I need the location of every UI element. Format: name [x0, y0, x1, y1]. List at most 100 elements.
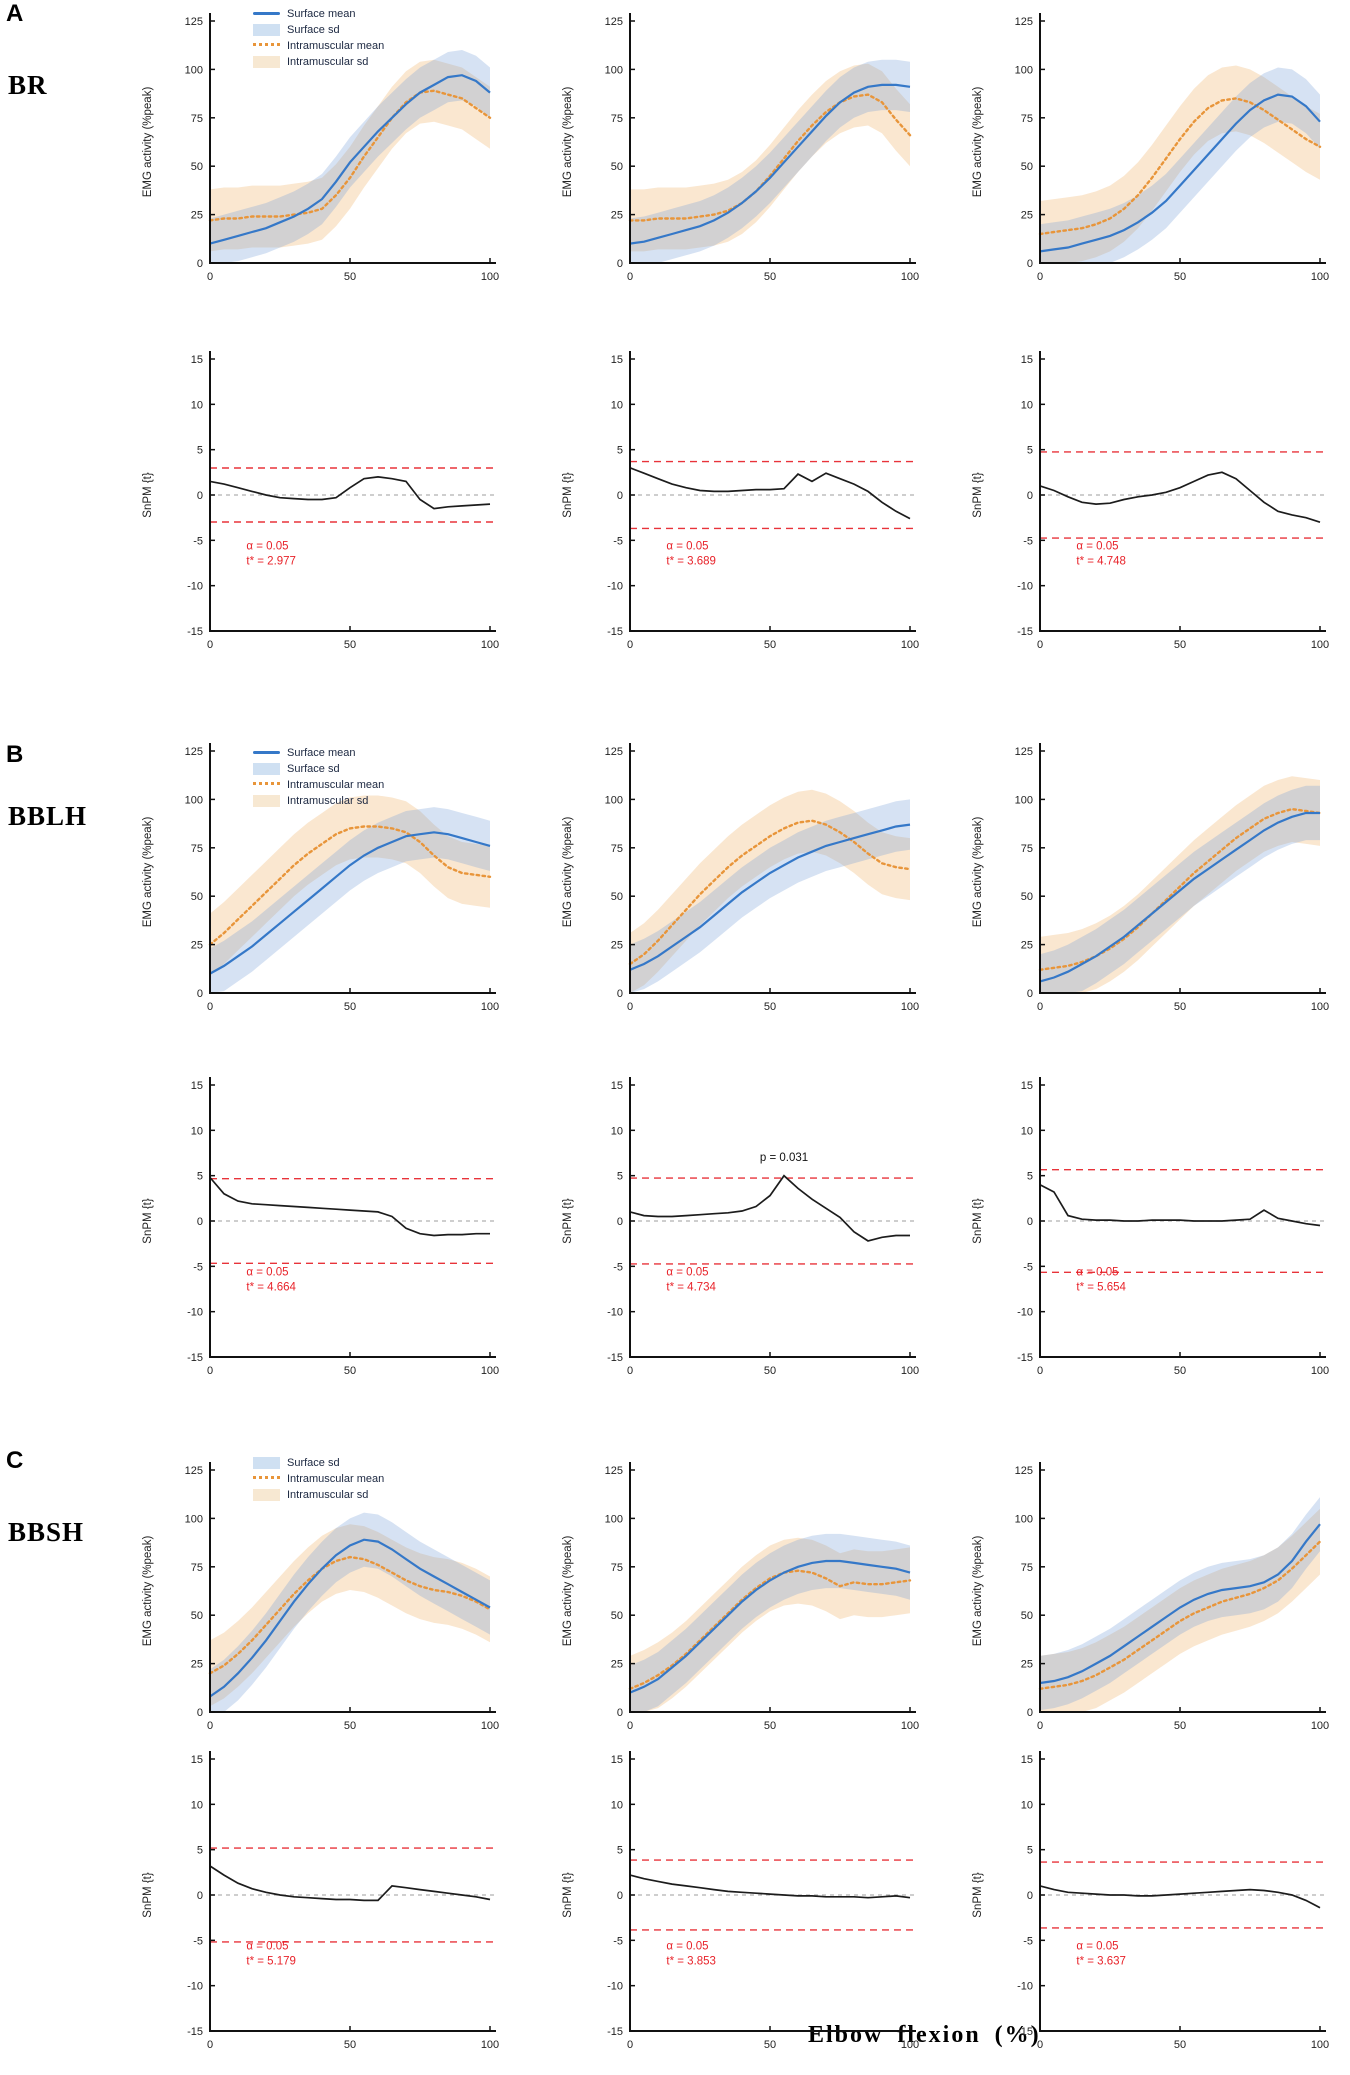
y-tick-label: 0: [1027, 1890, 1033, 1902]
surface-mean-line: [1039, 1523, 1321, 1685]
y-tick-label: 15: [191, 1754, 203, 1766]
y-axis-label: EMG activity (%peak): [562, 1536, 574, 1647]
y-tick-label: 25: [191, 1659, 203, 1671]
x-tick-label: 50: [344, 1001, 356, 1013]
x-tick-label: 50: [344, 271, 356, 283]
surface-sd-band: [210, 807, 490, 993]
intramuscular-mean-line: [628, 1569, 912, 1691]
t-statistic-curve: [209, 1865, 491, 1902]
y-tick-label: 75: [611, 843, 623, 855]
x-tick-label: 100: [481, 271, 499, 283]
y-tick-label: 0: [1027, 258, 1033, 270]
x-tick-label: 100: [901, 1720, 919, 1732]
muscle-label: BBSH: [8, 1517, 85, 1547]
x-tick-label: 50: [764, 271, 776, 283]
surface-mean-line: [629, 83, 911, 245]
x-axis-title: Elbow flexion (%): [808, 2022, 1041, 2048]
y-axis-label: EMG activity (%peak): [142, 1536, 154, 1647]
y-tick-label: 10: [1021, 1125, 1033, 1137]
t-statistic-curve: [1039, 1183, 1321, 1227]
y-tick-label: 5: [197, 1171, 203, 1183]
x-tick-label: 100: [901, 1365, 919, 1377]
y-tick-label: -5: [193, 1935, 203, 1947]
y-tick-label: 0: [1027, 988, 1033, 1000]
x-tick-label: 100: [481, 1720, 499, 1732]
alpha-label: α = 0.05: [246, 1266, 288, 1278]
y-tick-label: 100: [1015, 64, 1033, 76]
blue-line-swatch-icon: [253, 747, 280, 759]
legend-item: Surface sd: [253, 761, 384, 777]
legend-label: Intramuscular mean: [287, 40, 385, 52]
y-tick-label: -5: [613, 535, 623, 547]
y-tick-label: 100: [185, 794, 203, 806]
y-tick-label: 0: [197, 490, 203, 502]
y-tick-label: 10: [191, 1799, 203, 1811]
blue-band-swatch-icon: [253, 24, 280, 36]
y-tick-label: 75: [611, 113, 623, 125]
y-tick-label: 125: [1015, 16, 1033, 28]
alpha-label: α = 0.05: [246, 1940, 288, 1952]
panel-letter: C: [6, 1447, 24, 1474]
emg-plot-A2: 0 25 50 75 100 125 0 50 100 EMG activity (%peak): [562, 13, 919, 283]
legend-label: Intramuscular mean: [287, 1473, 385, 1485]
y-axis-label: SnPM {t}: [972, 1198, 984, 1244]
y-tick-label: 75: [191, 113, 203, 125]
alpha-label: α = 0.05: [246, 540, 288, 552]
x-tick-label: 0: [1037, 2039, 1043, 2051]
legend-item: Intramuscular mean: [253, 777, 384, 793]
y-tick-label: 0: [617, 258, 623, 270]
legend: Surface mean Surface sd Intramuscular mean…: [253, 6, 384, 70]
legend: Surface sd Intramuscular mean Intramuscula…: [253, 1455, 384, 1503]
x-tick-label: 0: [207, 2039, 213, 2051]
x-tick-label: 100: [481, 639, 499, 651]
panel-letter: B: [6, 741, 24, 768]
x-tick-label: 0: [627, 271, 633, 283]
x-tick-label: 50: [1174, 1365, 1186, 1377]
tstar-label: t* = 3.637: [1076, 1955, 1126, 1967]
y-tick-label: 50: [1021, 1610, 1033, 1622]
y-tick-label: 5: [617, 445, 623, 457]
tstar-label: t* = 5.179: [246, 1955, 296, 1967]
y-tick-label: -10: [1017, 1307, 1033, 1319]
legend-label: Intramuscular sd: [287, 1489, 369, 1501]
t-statistic-curve: [209, 476, 491, 510]
x-tick-label: 0: [1037, 1001, 1043, 1013]
y-tick-label: 15: [191, 354, 203, 366]
y-tick-label: 125: [185, 16, 203, 28]
orange-band-swatch-icon: [253, 1489, 280, 1501]
x-tick-label: 100: [1311, 271, 1329, 283]
y-tick-label: -5: [613, 1261, 623, 1273]
x-tick-label: 50: [1174, 2039, 1186, 2051]
y-tick-label: 10: [611, 399, 623, 411]
snpm-plot-A2: -15 -10 -5 0 5 10 15 0 50 100 SnPM {t} α = 0.05 t* =…: [562, 351, 919, 651]
y-tick-label: 25: [1021, 940, 1033, 952]
y-tick-label: 5: [197, 1845, 203, 1857]
panel-letter: A: [6, 0, 24, 27]
intramuscular-sd-band: [210, 59, 490, 252]
tstar-label: t* = 4.734: [666, 1281, 716, 1293]
legend-item: Surface sd: [253, 22, 384, 38]
orange-band-swatch-icon: [253, 795, 280, 807]
y-tick-label: 25: [191, 940, 203, 952]
emg-plot-C1: 0 25 50 75 100 125 0 50 100 EMG activity (%peak): [142, 1462, 499, 1732]
x-tick-label: 50: [1174, 1720, 1186, 1732]
y-tick-label: 75: [191, 1562, 203, 1574]
snpm-plot-B2: -15 -10 -5 0 5 10 15 0 50 100 SnPM {t} α = 0.05 t* =…: [562, 1077, 919, 1377]
y-tick-label: 15: [1021, 1754, 1033, 1766]
x-tick-label: 100: [1311, 1365, 1329, 1377]
x-tick-label: 50: [764, 1001, 776, 1013]
tstar-label: t* = 2.977: [246, 555, 296, 567]
x-tick-label: 100: [481, 1001, 499, 1013]
y-axis-label: SnPM {t}: [142, 472, 154, 518]
x-tick-label: 100: [1311, 639, 1329, 651]
y-tick-label: 25: [1021, 1659, 1033, 1671]
muscle-label: BBLH: [8, 801, 88, 831]
y-tick-label: 15: [1021, 354, 1033, 366]
legend-label: Intramuscular sd: [287, 56, 369, 68]
legend-item: Intramuscular mean: [253, 1471, 384, 1487]
x-tick-label: 0: [1037, 639, 1043, 651]
y-tick-label: -15: [607, 2026, 623, 2038]
y-axis-label: SnPM {t}: [562, 1198, 574, 1244]
x-tick-label: 50: [1174, 1001, 1186, 1013]
